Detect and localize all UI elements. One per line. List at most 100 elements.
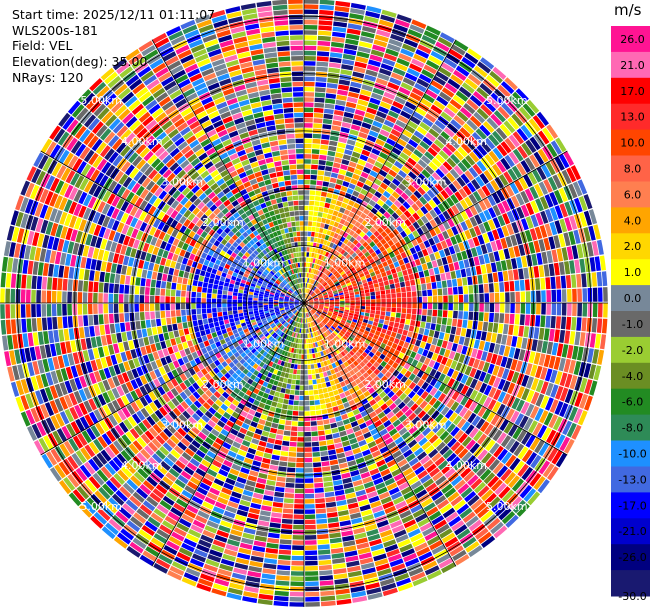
velocity-gate bbox=[157, 349, 165, 359]
velocity-gate bbox=[128, 359, 136, 370]
velocity-gate bbox=[280, 326, 285, 331]
velocity-gate bbox=[341, 202, 348, 209]
velocity-gate bbox=[327, 407, 334, 414]
velocity-gate bbox=[325, 219, 331, 225]
velocity-gate bbox=[425, 276, 431, 284]
velocity-gate bbox=[345, 298, 350, 301]
velocity-gate bbox=[525, 216, 534, 229]
velocity-gate bbox=[360, 345, 366, 351]
velocity-gate bbox=[346, 241, 352, 247]
velocity-gate bbox=[315, 227, 320, 233]
velocity-gate bbox=[183, 379, 192, 388]
velocity-gate bbox=[102, 404, 112, 417]
velocity-gate bbox=[211, 588, 227, 597]
velocity-gate bbox=[327, 444, 335, 450]
velocity-gate bbox=[175, 394, 184, 404]
velocity-gate bbox=[351, 474, 362, 482]
velocity-gate bbox=[45, 417, 56, 432]
velocity-gate bbox=[390, 312, 396, 317]
velocity-gate bbox=[329, 135, 339, 142]
velocity-gate bbox=[361, 398, 369, 405]
velocity-gate bbox=[317, 35, 331, 42]
velocity-gate bbox=[381, 303, 386, 307]
velocity-gate bbox=[308, 221, 313, 226]
velocity-gate bbox=[359, 238, 366, 245]
velocity-gate bbox=[573, 361, 581, 376]
velocity-gate bbox=[334, 104, 345, 111]
velocity-gate bbox=[367, 320, 374, 325]
velocity-gate bbox=[437, 135, 448, 146]
velocity-gate bbox=[370, 500, 382, 509]
velocity-gate bbox=[304, 421, 311, 427]
velocity-gate bbox=[282, 321, 287, 326]
velocity-gate bbox=[135, 377, 143, 387]
velocity-gate bbox=[379, 68, 392, 77]
velocity-gate bbox=[571, 345, 579, 360]
velocity-gate bbox=[366, 528, 379, 537]
velocity-gate bbox=[442, 507, 456, 519]
velocity-gate bbox=[525, 469, 538, 484]
velocity-gate bbox=[329, 242, 334, 248]
velocity-gate bbox=[305, 278, 307, 283]
velocity-gate bbox=[325, 166, 333, 172]
velocity-gate bbox=[270, 517, 282, 523]
velocity-gate bbox=[390, 203, 398, 212]
velocity-gate bbox=[421, 381, 429, 390]
velocity-gate bbox=[403, 324, 410, 331]
velocity-gate bbox=[438, 332, 445, 340]
velocity-gate bbox=[436, 523, 450, 535]
velocity-gate bbox=[454, 554, 470, 566]
velocity-gate bbox=[380, 14, 396, 23]
velocity-gate bbox=[343, 311, 349, 315]
velocity-gate bbox=[265, 359, 271, 365]
velocity-gate bbox=[280, 360, 285, 367]
velocity-gate bbox=[313, 331, 317, 337]
velocity-gate bbox=[374, 269, 381, 275]
velocity-gate bbox=[398, 340, 405, 347]
velocity-gate bbox=[353, 285, 358, 290]
velocity-gate bbox=[384, 477, 395, 486]
velocity-gate bbox=[248, 397, 255, 404]
velocity-gate bbox=[102, 392, 111, 404]
velocity-gate bbox=[365, 306, 371, 310]
velocity-gate bbox=[322, 310, 328, 314]
velocity-gate bbox=[310, 291, 314, 296]
velocity-gate bbox=[478, 371, 487, 382]
velocity-gate bbox=[332, 243, 337, 250]
velocity-gate bbox=[307, 333, 310, 339]
velocity-gate bbox=[250, 465, 260, 472]
velocity-gate bbox=[360, 303, 366, 306]
velocity-gate bbox=[194, 548, 208, 558]
velocity-gate bbox=[297, 317, 300, 322]
velocity-gate bbox=[430, 80, 444, 91]
velocity-gate bbox=[334, 157, 342, 164]
velocity-gate bbox=[490, 353, 498, 365]
velocity-gate bbox=[362, 166, 372, 174]
velocity-gate bbox=[362, 514, 374, 522]
velocity-gate bbox=[333, 292, 339, 295]
velocity-gate bbox=[461, 345, 468, 355]
velocity-gate bbox=[346, 96, 358, 104]
velocity-gate bbox=[429, 209, 438, 219]
velocity-gate bbox=[366, 587, 382, 595]
velocity-gate bbox=[494, 482, 507, 496]
velocity-gate bbox=[414, 542, 428, 552]
velocity-gate bbox=[264, 339, 270, 345]
velocity-gate bbox=[263, 330, 268, 335]
velocity-gate bbox=[330, 422, 338, 429]
velocity-gate bbox=[469, 442, 480, 454]
velocity-gate bbox=[438, 303, 443, 310]
velocity-gate bbox=[543, 354, 551, 368]
velocity-gate bbox=[130, 401, 140, 413]
velocity-gate bbox=[332, 290, 338, 294]
velocity-gate bbox=[272, 417, 280, 424]
velocity-gate bbox=[316, 291, 321, 295]
velocity-gate bbox=[175, 336, 182, 345]
velocity-gate bbox=[264, 404, 271, 411]
velocity-gate bbox=[367, 423, 376, 431]
velocity-gate bbox=[163, 457, 175, 467]
velocity-gate bbox=[267, 317, 272, 322]
velocity-gate bbox=[337, 212, 344, 218]
velocity-gate bbox=[313, 287, 318, 292]
velocity-gate bbox=[406, 67, 420, 78]
